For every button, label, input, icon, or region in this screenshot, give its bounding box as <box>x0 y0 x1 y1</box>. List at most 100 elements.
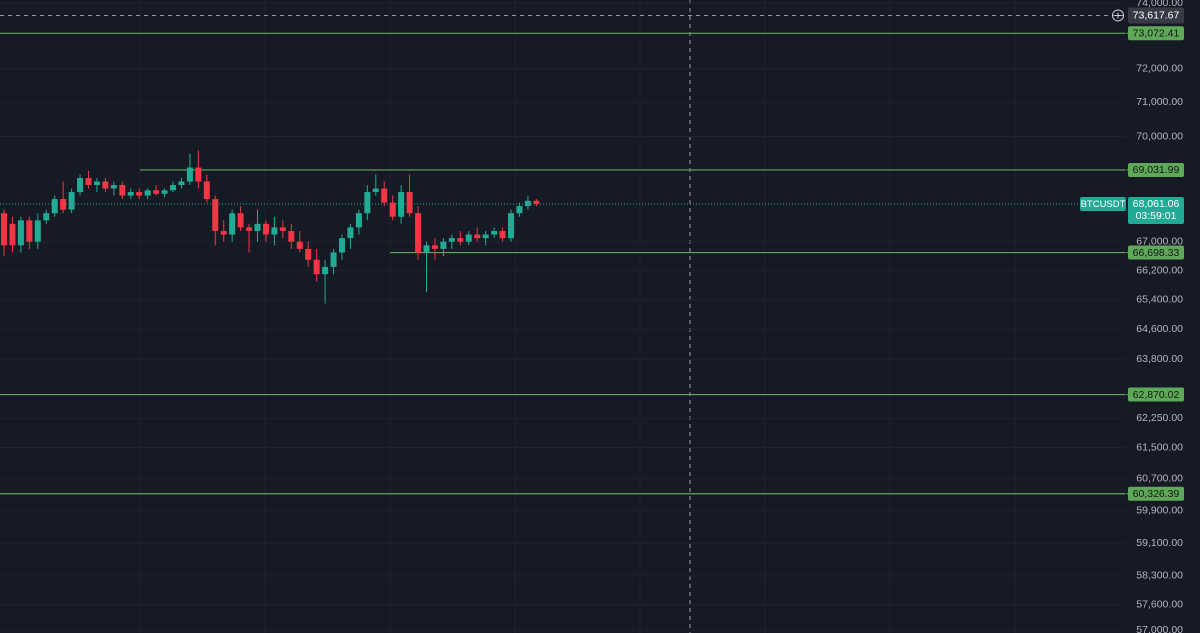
candle-body <box>465 234 472 242</box>
candle-body <box>229 213 236 235</box>
level-label: 69,031.99 <box>1133 164 1180 176</box>
countdown-label: 03:59:01 <box>1136 210 1177 222</box>
candle-body <box>524 200 531 207</box>
level-label: 60,326.39 <box>1133 488 1180 500</box>
candle-body <box>68 192 75 210</box>
candle-body <box>474 234 481 239</box>
candle-body <box>279 227 286 231</box>
candle-body <box>254 223 261 231</box>
candle-body <box>136 192 143 196</box>
symbol-label-box <box>1080 196 1126 211</box>
candle-body <box>516 206 523 214</box>
candle-body <box>161 190 168 194</box>
candle-body <box>203 181 210 200</box>
candle-body <box>415 213 422 253</box>
last-price-box <box>1128 196 1184 224</box>
candle-body <box>212 199 219 231</box>
candle-body <box>127 192 134 196</box>
candle-body <box>296 241 303 249</box>
candle-body <box>85 178 92 186</box>
crosshair-label: 73,617.67 <box>1133 10 1180 22</box>
add-alert-icon <box>1115 12 1121 19</box>
candle-body <box>457 238 464 242</box>
candle-body <box>26 220 33 242</box>
candle-body <box>262 223 269 235</box>
y-tick-label: 67,000.00 <box>1136 235 1183 247</box>
y-tick-label: 66,200.00 <box>1136 264 1183 276</box>
y-tick-label: 74,000.00 <box>1136 0 1183 9</box>
candle-body <box>34 220 41 242</box>
candle-body <box>322 266 329 275</box>
level-label-box <box>1128 162 1184 177</box>
y-tick-label: 64,600.00 <box>1136 323 1183 335</box>
candles <box>1 150 540 304</box>
y-tick-label: 58,300.00 <box>1136 570 1183 582</box>
level-label: 62,870.02 <box>1133 389 1180 401</box>
candle-body <box>170 185 176 191</box>
add-alert-button[interactable] <box>1112 9 1124 22</box>
candle-body <box>220 230 227 235</box>
candle-body <box>347 227 354 239</box>
candle-body <box>423 245 430 253</box>
y-tick-label: 61,500.00 <box>1136 441 1183 453</box>
candle-body <box>195 167 202 182</box>
last-price-label: 68,061.06 <box>1133 198 1180 210</box>
candle-body <box>398 192 405 217</box>
symbol-label: BTCUSDT <box>1081 199 1126 210</box>
candle-body <box>381 188 388 203</box>
candle-body <box>499 230 506 239</box>
candle-body <box>17 220 24 246</box>
add-alert-icon <box>1112 9 1124 22</box>
level-label: 66,698.33 <box>1133 247 1180 259</box>
candle-body <box>330 252 337 267</box>
y-tick-label: 72,000.00 <box>1136 63 1183 75</box>
candle-body <box>43 213 50 221</box>
candle-body <box>533 200 540 204</box>
level-label-box <box>1128 245 1184 260</box>
candle-body <box>246 227 253 231</box>
y-tick-label: 57,000.00 <box>1136 624 1183 633</box>
horizontal-grid <box>0 2 1125 631</box>
candle-body <box>440 241 447 249</box>
candle-body <box>406 192 413 214</box>
candle-body <box>144 190 151 196</box>
candle-body <box>288 230 295 242</box>
candle-body <box>508 213 514 239</box>
candle-body <box>153 190 160 194</box>
level-label-box <box>1128 26 1184 41</box>
candle-body <box>313 259 320 275</box>
candle-body <box>1 213 7 246</box>
candle-body <box>482 234 489 239</box>
candle-body <box>364 192 371 214</box>
crosshair-label-box <box>1128 7 1184 24</box>
y-tick-label: 57,600.00 <box>1136 599 1183 611</box>
candle-body <box>51 199 58 214</box>
candle-body <box>178 181 185 186</box>
candle-body <box>491 230 498 235</box>
level-label-box <box>1128 387 1184 402</box>
candle-body <box>93 181 100 186</box>
candle-body <box>186 167 193 182</box>
level-label: 73,072.41 <box>1133 28 1180 40</box>
candle-body <box>77 178 84 193</box>
candle-body <box>431 245 438 249</box>
y-tick-label: 59,100.00 <box>1136 537 1183 549</box>
candle-body <box>60 199 67 210</box>
candle-body <box>119 185 126 196</box>
y-tick-label: 70,000.00 <box>1136 130 1183 142</box>
y-tick-label: 65,400.00 <box>1136 294 1183 306</box>
candle-body <box>237 213 244 228</box>
y-tick-label: 71,000.00 <box>1136 96 1183 108</box>
candle-body <box>372 188 379 193</box>
candle-body <box>102 181 109 189</box>
candle-body <box>9 223 16 246</box>
candle-body <box>110 185 117 189</box>
candle-body <box>339 238 345 253</box>
candle-body <box>389 202 396 217</box>
candle-body <box>305 248 312 260</box>
candle-body <box>448 238 455 242</box>
vertical-grid <box>139 0 1016 633</box>
